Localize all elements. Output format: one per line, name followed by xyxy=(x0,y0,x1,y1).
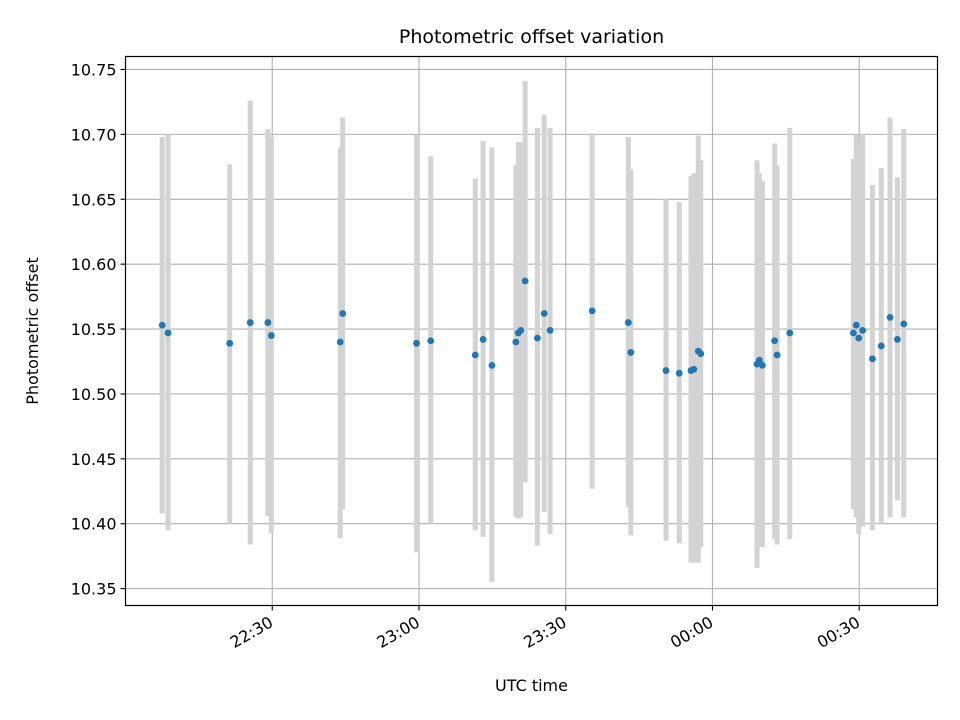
data-point xyxy=(246,319,254,326)
y-tick-label: 10.70 xyxy=(71,125,117,144)
data-point xyxy=(756,356,763,364)
data-point xyxy=(773,351,781,359)
y-tick-label: 10.45 xyxy=(71,450,117,469)
data-points xyxy=(158,277,908,377)
data-point xyxy=(479,336,487,343)
data-point xyxy=(521,277,529,285)
data-point xyxy=(893,336,901,343)
data-point xyxy=(267,332,275,339)
y-tick-label: 10.35 xyxy=(71,580,117,599)
data-point xyxy=(877,342,885,350)
y-axis: 10.35 10.40 10.45 10.50 10.55 10.60 10.65 10.70… xyxy=(71,60,126,599)
data-point xyxy=(533,334,541,342)
data-point xyxy=(627,349,635,356)
y-axis-title: Photometric offset xyxy=(23,257,42,405)
data-point xyxy=(624,319,632,326)
data-point xyxy=(339,310,347,317)
data-point xyxy=(226,339,234,347)
data-point xyxy=(852,321,860,329)
data-point xyxy=(786,329,794,337)
data-point xyxy=(540,310,548,317)
data-point xyxy=(886,313,894,321)
data-point xyxy=(158,321,166,329)
data-point xyxy=(546,326,554,334)
data-point xyxy=(588,307,596,315)
y-tick-label: 10.60 xyxy=(71,255,117,274)
data-point xyxy=(512,338,520,346)
y-tick-label: 10.50 xyxy=(71,385,117,404)
data-point xyxy=(690,365,698,373)
data-point xyxy=(675,369,683,377)
data-point xyxy=(697,350,705,358)
data-point xyxy=(336,338,344,346)
data-point xyxy=(771,337,779,345)
data-point xyxy=(517,326,525,334)
y-tick-label: 10.75 xyxy=(71,60,117,79)
data-point xyxy=(662,367,670,374)
data-point xyxy=(859,326,867,334)
data-point xyxy=(849,329,857,337)
data-point xyxy=(855,334,863,342)
chart-title: Photometric offset variation xyxy=(399,26,664,48)
data-point xyxy=(164,329,172,337)
data-point xyxy=(264,319,272,326)
y-tick-label: 10.65 xyxy=(71,190,117,209)
data-point xyxy=(471,351,479,359)
data-point xyxy=(413,339,420,347)
data-point xyxy=(427,337,435,345)
data-point xyxy=(488,361,496,369)
data-point xyxy=(900,320,908,328)
y-tick-label: 10.55 xyxy=(71,320,117,339)
plot-frame xyxy=(124,55,939,607)
data-point xyxy=(758,361,766,369)
y-tick-label: 10.40 xyxy=(71,515,117,534)
data-point xyxy=(869,355,876,363)
x-axis-title: UTC time xyxy=(495,676,568,695)
